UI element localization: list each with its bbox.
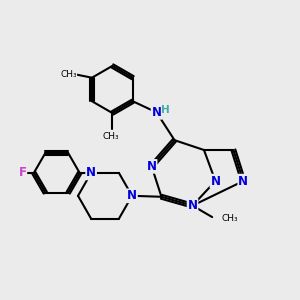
Text: N: N: [210, 175, 220, 188]
Text: CH₃: CH₃: [60, 70, 77, 79]
Text: CH₃: CH₃: [222, 214, 238, 223]
Text: N: N: [188, 199, 197, 212]
Text: N: N: [127, 189, 137, 202]
Text: F: F: [18, 167, 26, 179]
Text: N: N: [147, 160, 157, 173]
Text: N: N: [86, 167, 96, 179]
Text: CH₃: CH₃: [102, 132, 119, 141]
Text: N: N: [238, 175, 248, 188]
Text: N: N: [152, 106, 161, 119]
Text: H: H: [161, 105, 170, 115]
